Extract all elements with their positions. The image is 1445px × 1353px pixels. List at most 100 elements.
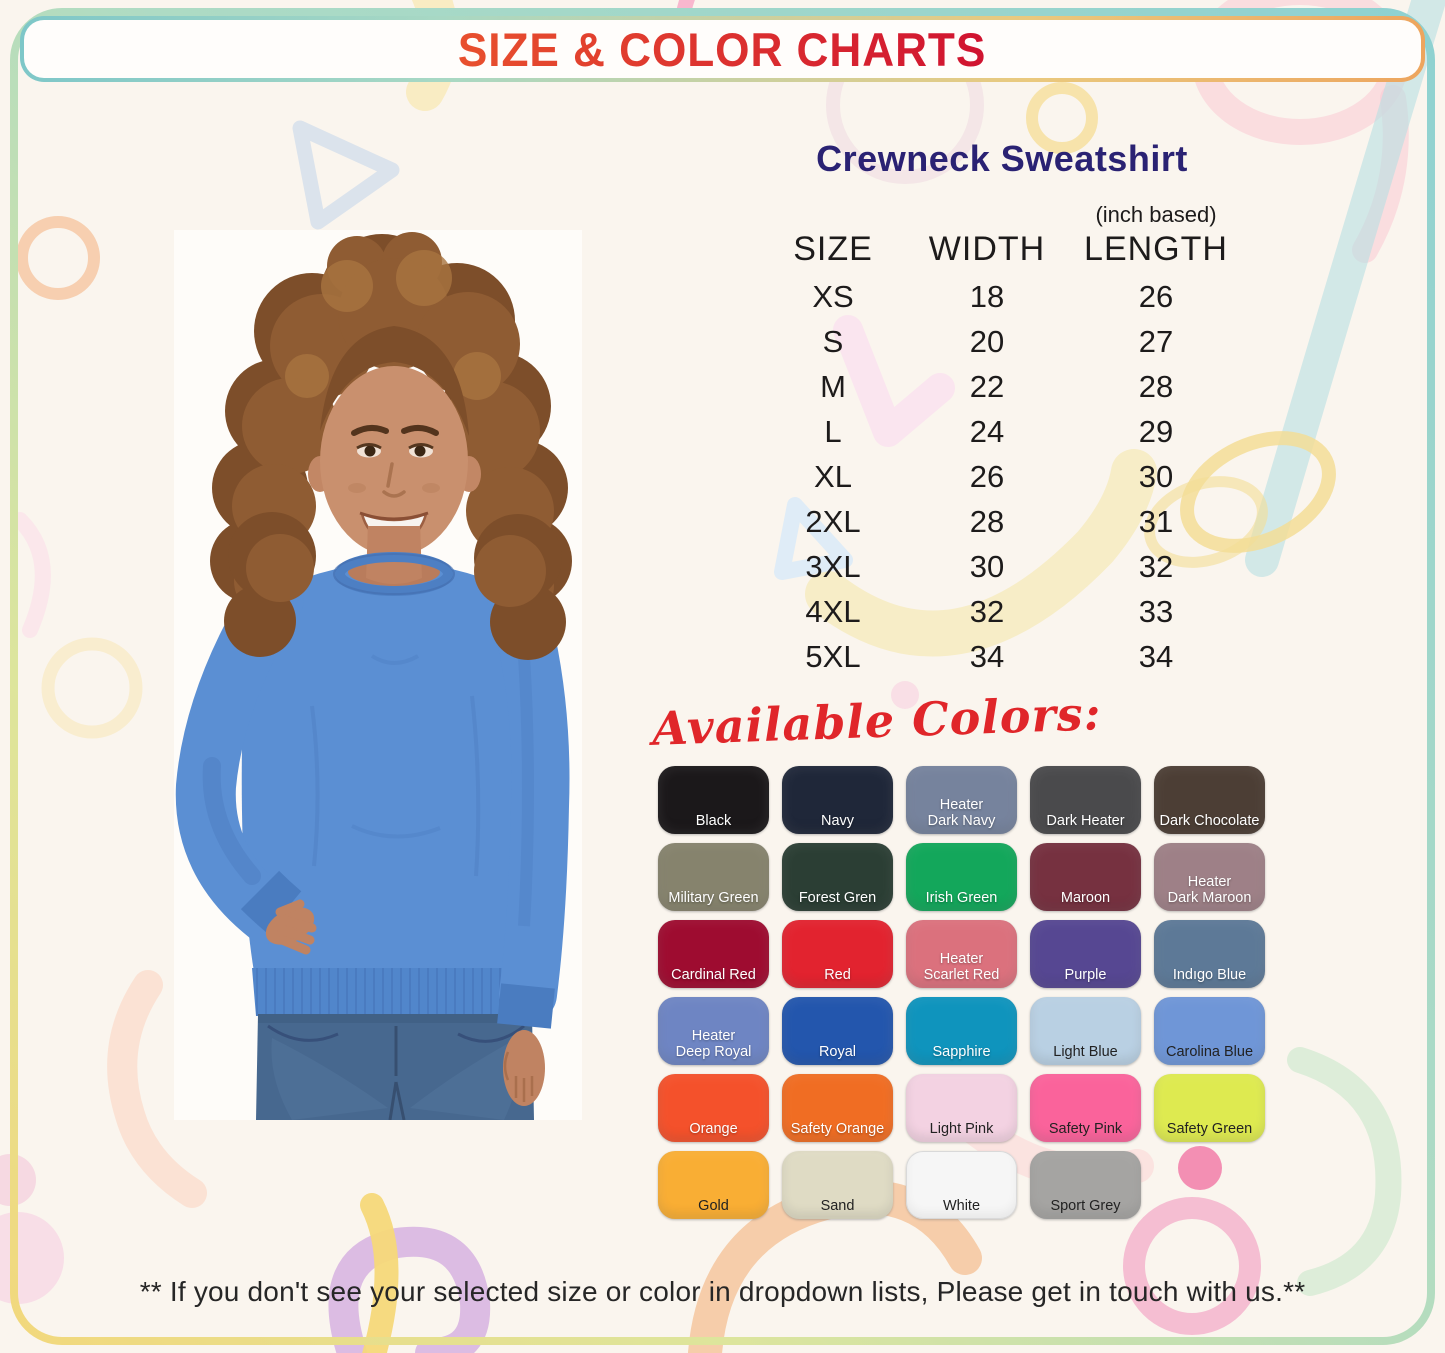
color-swatch: Gold — [658, 1151, 769, 1219]
size-cell-width: 26 — [969, 459, 1005, 494]
size-cell-size: 2XL — [805, 504, 861, 539]
size-row: XS 18 26 — [763, 274, 1241, 319]
color-swatch-label: Black — [695, 812, 732, 829]
color-swatch: Navy — [782, 766, 893, 834]
size-cell-length: 34 — [1138, 639, 1174, 674]
color-swatch: Safety Green — [1154, 1074, 1265, 1142]
color-swatch: Safety Pink — [1030, 1074, 1141, 1142]
color-swatch-label: Navy — [820, 812, 855, 829]
unit-note: (inch based) — [1095, 202, 1217, 227]
size-cell-size: 4XL — [805, 594, 861, 629]
color-swatch-label: Purple — [1064, 966, 1107, 983]
color-swatch-label: Heater Dark Maroon — [1167, 873, 1252, 906]
color-swatch-label: Sport Grey — [1050, 1197, 1121, 1214]
color-swatch-label: Dark Chocolate — [1159, 812, 1260, 829]
color-swatch-label: Dark Heater — [1046, 812, 1125, 829]
color-swatch: Cardinal Red — [658, 920, 769, 988]
color-swatch-label: Royal — [818, 1043, 857, 1060]
color-swatch: Sapphire — [906, 997, 1017, 1065]
color-swatch-label: Light Blue — [1053, 1043, 1118, 1060]
size-row: XL 26 30 — [763, 454, 1241, 499]
size-cell-width: 22 — [969, 369, 1005, 404]
size-cell-size: XS — [812, 279, 854, 314]
size-cell-length: 28 — [1138, 369, 1174, 404]
color-swatch: Heater Scarlet Red — [906, 920, 1017, 988]
size-cell-size: 3XL — [805, 549, 861, 584]
color-swatch: Dark Heater — [1030, 766, 1141, 834]
spacer — [763, 202, 903, 228]
color-swatch-label: Irish Green — [925, 889, 998, 906]
size-chart-note-row: (inch based) — [763, 202, 1241, 228]
product-title: Crewneck Sweatshirt — [816, 138, 1188, 179]
size-row: 4XL 32 33 — [763, 589, 1241, 634]
size-cell-length: 32 — [1138, 549, 1174, 584]
model-photo — [172, 226, 584, 1121]
size-cell-size: 5XL — [805, 639, 861, 674]
color-swatch: Royal — [782, 997, 893, 1065]
color-swatch: Purple — [1030, 920, 1141, 988]
color-swatch: Indıgo Blue — [1154, 920, 1265, 988]
color-swatch-label: White — [942, 1197, 981, 1214]
color-swatch: Irish Green — [906, 843, 1017, 911]
color-swatch: Sport Grey — [1030, 1151, 1141, 1219]
color-swatch-label: Gold — [698, 1197, 729, 1214]
size-cell-width: 34 — [969, 639, 1005, 674]
color-swatch: Black — [658, 766, 769, 834]
color-swatch-label: Indıgo Blue — [1172, 966, 1247, 983]
color-swatch: Red — [782, 920, 893, 988]
color-swatch-label: Heater Deep Royal — [675, 1027, 752, 1060]
size-row: L 24 29 — [763, 409, 1241, 454]
size-cell-size: L — [824, 414, 842, 449]
color-swatch: Carolina Blue — [1154, 997, 1265, 1065]
color-swatch-label: Military Green — [668, 889, 759, 906]
color-swatch: Maroon — [1030, 843, 1141, 911]
page-title: SIZE & COLOR CHARTS — [458, 22, 987, 76]
color-swatch: Light Pink — [906, 1074, 1017, 1142]
header-band-inner: SIZE & COLOR CHARTS — [24, 20, 1421, 78]
color-swatch-label: Orange — [689, 1120, 738, 1137]
color-swatch-label: Maroon — [1060, 889, 1111, 906]
size-cell-size: M — [820, 369, 846, 404]
color-swatch-grid: Black Navy Heater Dark Navy Dark Heater Dark… — [658, 766, 1265, 1219]
size-cell-length: 26 — [1138, 279, 1174, 314]
size-row: 2XL 28 31 — [763, 499, 1241, 544]
size-cell-width: 20 — [969, 324, 1005, 359]
size-cell-length: 30 — [1138, 459, 1174, 494]
size-row: M 22 28 — [763, 364, 1241, 409]
color-swatch: Light Blue — [1030, 997, 1141, 1065]
color-swatch: Dark Chocolate — [1154, 766, 1265, 834]
size-col-header: LENGTH — [1084, 230, 1228, 268]
color-swatch-label: Red — [824, 966, 851, 983]
size-cell-length: 27 — [1138, 324, 1174, 359]
color-swatch-label: Carolina Blue — [1165, 1043, 1254, 1060]
size-cell-size: S — [822, 324, 844, 359]
header-band: SIZE & COLOR CHARTS — [20, 16, 1425, 82]
size-cell-width: 18 — [969, 279, 1005, 314]
color-swatch-label: Light Pink — [929, 1120, 994, 1137]
size-cell-width: 30 — [969, 549, 1005, 584]
size-cell-size: XL — [814, 459, 852, 494]
size-cell-width: 24 — [969, 414, 1005, 449]
size-col-header: WIDTH — [928, 230, 1046, 268]
color-swatch-label: Sand — [820, 1197, 855, 1214]
color-swatch: White — [906, 1151, 1017, 1219]
color-swatch-label: Safety Pink — [1048, 1120, 1123, 1137]
size-row: 5XL 34 34 — [763, 634, 1241, 679]
size-chart-rows: XS 18 26 S 20 27 M 22 28 L 24 29 XL 26 30 2XL 28 31 3XL 30 3… — [763, 274, 1241, 679]
size-cell-length: 33 — [1138, 594, 1174, 629]
size-row: 3XL 30 32 — [763, 544, 1241, 589]
size-col-header: SIZE — [793, 230, 873, 268]
color-swatch-label: Heater Scarlet Red — [923, 950, 1000, 983]
color-swatch: Forest Gren — [782, 843, 893, 911]
color-swatch: Orange — [658, 1074, 769, 1142]
color-swatch-label: Heater Dark Navy — [927, 796, 996, 829]
size-row: S 20 27 — [763, 319, 1241, 364]
size-chart-table: (inch based) SIZE WIDTH LENGTH XS 18 26 S 20 27… — [763, 202, 1241, 679]
spacer — [903, 202, 1071, 228]
color-swatch-label: Safety Orange — [790, 1120, 885, 1137]
color-swatch-label: Sapphire — [932, 1043, 991, 1060]
color-swatch: Military Green — [658, 843, 769, 911]
color-swatch: Heater Dark Maroon — [1154, 843, 1265, 911]
size-cell-length: 31 — [1138, 504, 1174, 539]
footer-note: ** If you don't see your selected size o… — [139, 1276, 1306, 1307]
